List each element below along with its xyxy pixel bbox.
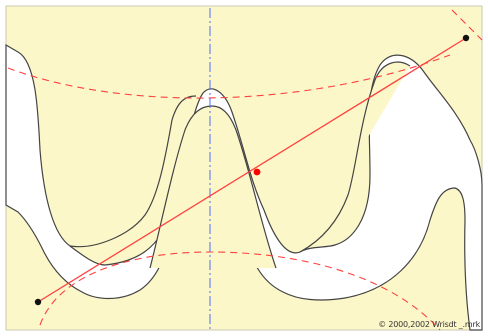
corner-arc-upper-right xyxy=(451,9,483,41)
gear-tooth-left xyxy=(69,95,197,248)
line-end-point-lower xyxy=(34,298,42,306)
gear-tooth-center xyxy=(149,105,277,269)
pitch-circle-lower-arc xyxy=(39,251,441,331)
line-end-point-upper xyxy=(462,34,470,42)
copyright-credit: © 2000,2002 Wrisdt _.mrk xyxy=(378,320,480,329)
line-of-action xyxy=(37,37,467,303)
contact-point xyxy=(253,168,261,176)
pitch-circle-upper-arc xyxy=(7,54,451,99)
gear-tooth-right xyxy=(299,61,411,253)
